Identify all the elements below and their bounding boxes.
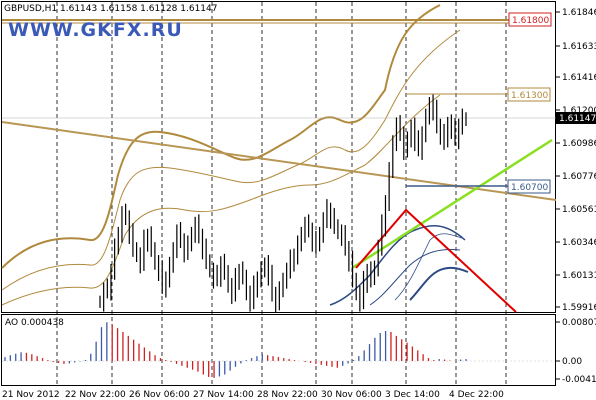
time-tick: 30 Nov 06:00 [321,390,382,400]
price-tick: 1.59916 [562,303,596,313]
time-axis: 21 Nov 2012 22 Nov 22:00 26 Nov 06:00 27… [2,390,504,400]
main-panel-frame [1,1,556,313]
symbol-header: GBPUSD,H1 1.61143 1.61158 1.61128 1.6114… [4,4,217,14]
price-tick: 1.60561 [562,205,596,215]
time-tick: 28 Nov 22:00 [257,390,318,400]
band-lower-1 [329,225,466,306]
level-label-1.60700: 1.60700 [511,183,548,193]
band-lower-3 [409,266,469,301]
vertical-grid [56,2,507,385]
time-tick: 26 Nov 06:00 [129,390,190,400]
ao-value: 0.000438 [21,318,64,328]
support-trendline [351,138,553,270]
bands [1,4,461,306]
band-lower-4 [394,233,463,301]
price-tick: 1.60346 [562,238,596,248]
price-tick: 1.60776 [562,172,596,182]
band-lower-2 [369,249,461,306]
red-pattern-lines [355,208,517,313]
ao-panel-frame [1,314,556,386]
ao-tick: -0.004108 [562,375,596,385]
time-tick: 22 Nov 22:00 [65,390,126,400]
time-tick: 4 Dec 22:00 [449,390,504,400]
band-mid-upper [1,29,461,291]
band-mid [1,94,441,306]
time-tick: 3 Dec 14:00 [385,390,440,400]
level-label-1.61800: 1.61800 [512,16,549,26]
ao-tick: 0.008072 [562,318,596,328]
time-tick: 27 Nov 14:00 [193,390,254,400]
lower-bands [329,225,469,306]
price-tick: 1.61633 [562,42,596,52]
current-price-label: 1.61147 [559,114,596,124]
ao-histogram [4,322,467,378]
level-label-1.61300: 1.61300 [511,91,548,101]
price-axis: 1.61846 1.61633 1.61416 1.61200 1.60986 … [556,8,596,313]
price-tick: 1.60986 [562,139,596,149]
band-upper [1,4,441,269]
ao-label: AO 0.000438 [5,318,64,328]
ao-tick: 0.00 [562,357,582,367]
price-tick: 1.61416 [562,73,596,83]
watermark: WWW.GKFX.RU [8,19,183,41]
price-tick: 1.61200 [562,106,596,116]
ao-axis: 0.008072 0.00 -0.004108 [556,318,596,385]
price-tick: 1.61846 [562,8,596,18]
level-label-box [507,87,551,102]
level-label-box [508,12,552,27]
time-tick: 21 Nov 2012 [2,390,60,400]
price-candles [99,94,467,313]
price-tick: 1.60131 [562,271,596,281]
current-price-badge [556,112,596,124]
level-label-box [507,179,551,194]
resistance-trendline [1,121,557,201]
